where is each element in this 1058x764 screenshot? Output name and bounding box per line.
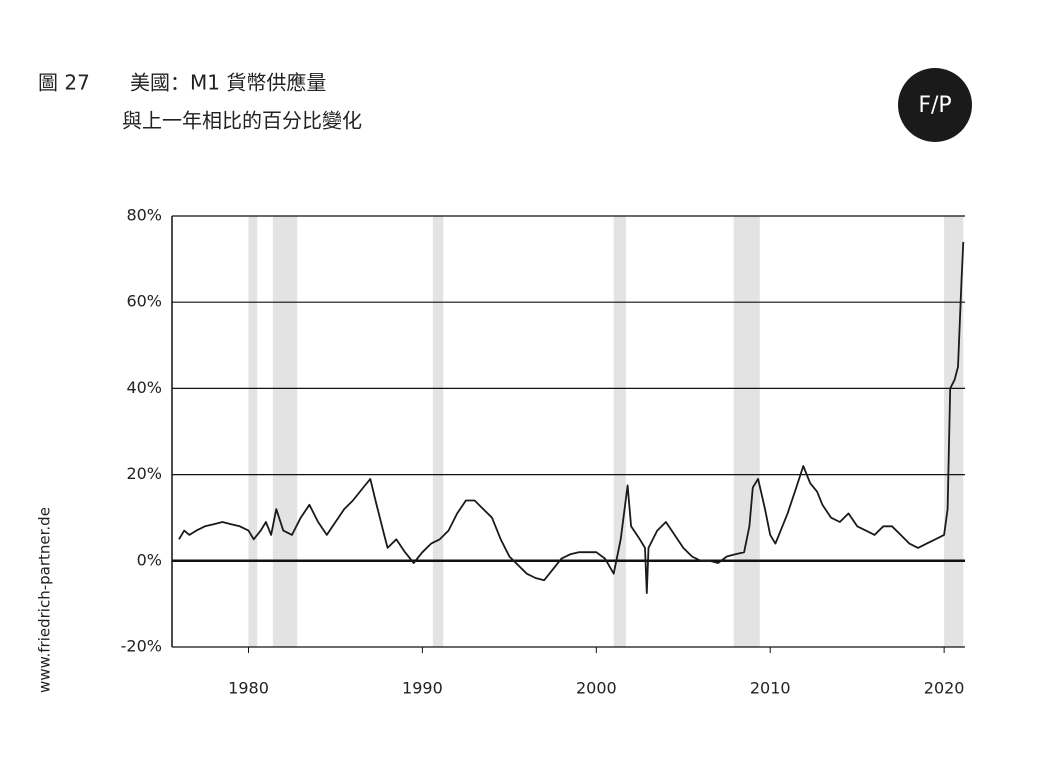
recession-band	[733, 216, 760, 647]
figure-label: 圖 27	[38, 71, 90, 95]
y-tick-label: 20%	[126, 464, 162, 483]
chart-title: 美國：M1 貨幣供應量	[130, 71, 326, 95]
y-tick-label: 0%	[137, 550, 162, 569]
y-tick-label: -20%	[121, 637, 162, 656]
x-tick-label: 2000	[576, 679, 617, 698]
recession-band	[272, 216, 298, 647]
series-line	[178, 241, 965, 594]
x-tick-label: 1980	[228, 679, 269, 698]
plot-area: -20% 0% 20% 40% 60% 80% 1980 1990 2000 2010 2020	[121, 206, 965, 698]
logo: F/P	[918, 93, 951, 118]
y-tick-label: 40%	[126, 378, 162, 397]
recession-band	[613, 216, 626, 647]
x-tick-label: 2010	[750, 679, 791, 698]
x-tick-label: 1990	[402, 679, 443, 698]
chart-subtitle: 與上一年相比的百分比變化	[122, 109, 362, 133]
x-tick-label: 2020	[924, 679, 965, 698]
logo-badge	[898, 68, 972, 142]
source: www.friedrich-partner.de	[36, 507, 54, 693]
recession-band	[944, 216, 964, 647]
recession-band	[248, 216, 258, 647]
y-tick-label: 80%	[126, 206, 162, 225]
y-tick-label: 60%	[126, 292, 162, 311]
recession-band	[432, 216, 444, 647]
